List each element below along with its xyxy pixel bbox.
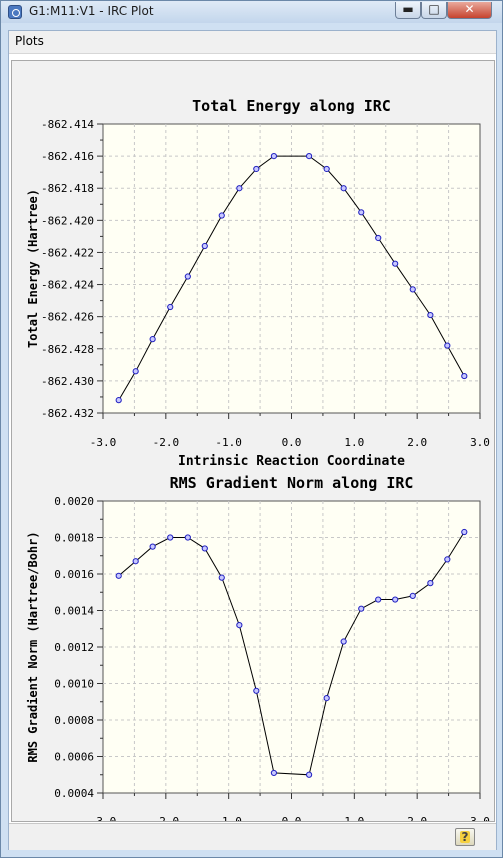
data-point: [132, 368, 139, 375]
series-line: [118, 155, 465, 401]
x-tick-label: 0.0: [282, 436, 302, 449]
menu-plots[interactable]: Plots: [15, 34, 44, 48]
y-tick-label: 0.0018: [54, 532, 94, 545]
data-point: [305, 771, 313, 778]
y-tick-label: 0.0012: [54, 641, 94, 654]
data-point: [323, 165, 330, 173]
data-point: [201, 242, 208, 250]
plots-panel: -3.0 -2.0 -1.0 0.0 1.0 2.0 3.0 -862.414 -862.416…: [11, 60, 495, 822]
y-tick-label: -862.432: [41, 407, 94, 420]
data-point: [253, 687, 260, 694]
data-point: [270, 769, 278, 777]
data-point: [340, 185, 347, 192]
y-axis-label: RMS Gradient Norm (Hartree/Bohr): [26, 531, 40, 762]
chart-title: RMS Gradient Norm along IRC: [170, 474, 414, 492]
data-point: [461, 372, 468, 380]
y-tick-label: -862.424: [41, 279, 94, 292]
window-title: G1:M11:V1 - IRC Plot: [29, 4, 154, 18]
data-point: [392, 596, 399, 603]
data-point: [132, 558, 139, 565]
irc-plots-canvas: -3.0 -2.0 -1.0 0.0 1.0 2.0 3.0 -862.414 -862.416…: [26, 97, 490, 821]
x-tick-label: -3.0: [90, 815, 117, 821]
help-button[interactable]: ?: [455, 828, 475, 846]
window-client-area: Plots -3.0 -2.0 -1.0 0.0 1.0 2.0 3.0 -862.414 -8…: [8, 30, 497, 850]
y-tick-label: 0.0014: [54, 605, 94, 618]
y-tick-label: 0.0020: [54, 495, 94, 508]
y-tick-label: 0.0010: [54, 678, 94, 691]
data-point: [427, 311, 434, 319]
y-tick-label: 0.0016: [54, 568, 94, 581]
data-point: [305, 153, 313, 160]
data-point: [358, 209, 365, 216]
close-button[interactable]: ✕: [447, 2, 492, 19]
x-tick-label: 1.0: [344, 815, 364, 821]
data-point: [201, 545, 208, 552]
data-point: [323, 695, 330, 702]
data-point: [167, 534, 174, 541]
y-tick-label: 0.0006: [54, 751, 94, 764]
status-bar: ?: [9, 823, 496, 850]
x-axis-label: Intrinsic Reaction Coordinate: [178, 454, 405, 469]
data-point: [218, 212, 225, 219]
data-point: [236, 622, 243, 629]
y-tick-label: 0.0004: [54, 787, 94, 800]
data-point: [409, 592, 416, 600]
data-point: [149, 336, 156, 343]
y-tick-label: -862.430: [41, 375, 94, 388]
x-tick-label: -2.0: [153, 815, 180, 821]
data-point: [115, 572, 122, 579]
data-point: [184, 273, 191, 280]
help-icon: ?: [461, 830, 469, 844]
data-point: [218, 574, 225, 581]
x-tick-label: -1.0: [215, 436, 242, 449]
x-tick-label: 2.0: [407, 436, 427, 449]
data-point: [167, 303, 174, 311]
data-point: [392, 260, 399, 267]
data-point: [115, 397, 122, 404]
data-point: [461, 528, 468, 536]
title-bar[interactable]: G1:M11:V1 - IRC Plot ▬ □ ✕: [1, 1, 502, 23]
data-point: [253, 165, 260, 173]
data-point: [184, 534, 191, 541]
gaussview-app-icon: [8, 5, 22, 19]
x-tick-label: -1.0: [215, 815, 242, 821]
minimize-button[interactable]: ▬: [395, 2, 421, 19]
menu-bar: Plots: [9, 31, 496, 54]
data-point: [409, 286, 416, 293]
data-point: [375, 234, 382, 242]
data-point: [427, 580, 434, 587]
x-tick-label: 0.0: [282, 815, 302, 821]
data-point: [444, 342, 451, 349]
data-point: [444, 556, 451, 563]
chart-title: Total Energy along IRC: [192, 97, 391, 115]
data-point: [340, 638, 347, 645]
x-tick-label: 1.0: [344, 436, 364, 449]
y-tick-label: -862.422: [41, 246, 94, 259]
y-tick-label: -862.418: [41, 182, 94, 195]
y-tick-label: -862.416: [41, 150, 94, 163]
y-tick-label: -862.414: [41, 118, 94, 131]
y-tick-label: -862.426: [41, 311, 94, 324]
data-point: [270, 153, 278, 160]
data-point: [375, 596, 382, 603]
y-tick-label: 0.0008: [54, 714, 94, 727]
y-axis-label: Total Energy (Hartree): [26, 189, 40, 348]
x-tick-label: 3.0: [470, 815, 490, 821]
y-tick-label: -862.420: [41, 214, 94, 227]
y-tick-label: -862.428: [41, 343, 94, 356]
data-point: [358, 605, 365, 612]
x-tick-label: 3.0: [470, 436, 490, 449]
data-point: [149, 543, 156, 550]
x-tick-label: 2.0: [407, 815, 427, 821]
data-point: [236, 185, 243, 192]
x-tick-label: -3.0: [90, 436, 117, 449]
x-tick-label: -2.0: [153, 436, 180, 449]
maximize-button[interactable]: □: [421, 2, 447, 19]
